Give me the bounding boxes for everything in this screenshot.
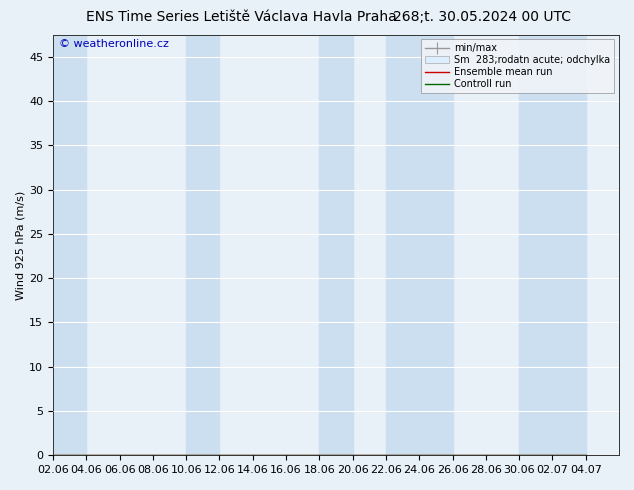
Legend: min/max, Sm  283;rodatn acute; odchylka, Ensemble mean run, Controll run: min/max, Sm 283;rodatn acute; odchylka, …	[421, 40, 614, 93]
Text: 268;t. 30.05.2024 00 UTC: 268;t. 30.05.2024 00 UTC	[393, 10, 571, 24]
Bar	[386, 35, 453, 455]
Bar	[186, 35, 219, 455]
Text: ENS Time Series Letiště Václava Havla Praha: ENS Time Series Letiště Václava Havla Pr…	[86, 10, 396, 24]
Text: © weatheronline.cz: © weatheronline.cz	[59, 39, 169, 49]
Bar	[53, 35, 86, 455]
Bar	[519, 35, 586, 455]
Y-axis label: Wind 925 hPa (m/s): Wind 925 hPa (m/s)	[15, 190, 25, 299]
Bar	[320, 35, 353, 455]
